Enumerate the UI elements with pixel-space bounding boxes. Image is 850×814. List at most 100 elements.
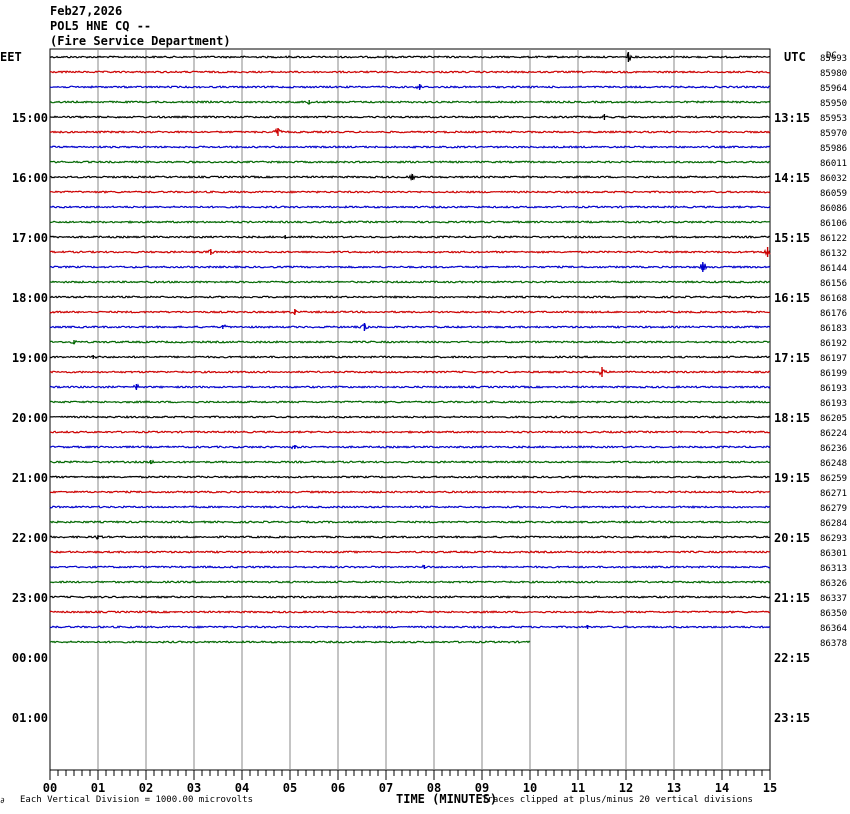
trace-line: [49, 355, 771, 359]
trace-line: [49, 160, 771, 164]
trace-line: [49, 520, 771, 524]
trace-line: [49, 309, 771, 315]
x-tick-label: 03: [187, 781, 201, 795]
row-count-label: 86301: [820, 549, 847, 559]
x-tick-label: 11: [571, 781, 585, 795]
x-tick-label: 00: [43, 781, 57, 795]
x-tick-label: 10: [523, 781, 537, 795]
left-time-label: 18:00: [12, 291, 48, 305]
row-count-label: 86284: [820, 519, 847, 529]
trace-line: [49, 535, 771, 541]
trace-line: [49, 190, 771, 194]
row-count-label: 85964: [820, 84, 847, 94]
row-count-label: 86168: [820, 294, 847, 304]
trace-line: [49, 323, 771, 330]
row-count-label: 86193: [820, 399, 847, 409]
trace-line: [49, 248, 771, 256]
row-count-label: 86144: [820, 264, 847, 274]
trace-line: [49, 52, 771, 61]
trace-line: [50, 550, 771, 554]
left-time-label: 21:00: [12, 471, 48, 485]
row-count-label: 86183: [820, 324, 847, 334]
x-tick-label: 04: [235, 781, 249, 795]
trace-line: [49, 564, 771, 569]
row-count-label: 86236: [820, 444, 847, 454]
x-tick-label: 07: [379, 781, 393, 795]
trace-line: [49, 400, 771, 404]
row-count-label: 85986: [820, 144, 847, 154]
row-count-label: 86326: [820, 579, 847, 589]
trace-line: [49, 173, 771, 182]
row-count-label: 86199: [820, 369, 847, 379]
row-count-label: 86224: [820, 429, 847, 439]
trace-line: [49, 640, 531, 644]
right-time-label: 13:15: [774, 111, 810, 125]
row-count-label: 86259: [820, 474, 847, 484]
right-time-label: 23:15: [774, 711, 810, 725]
footer-scale-note: Each Vertical Division = 1000.00 microvo…: [20, 795, 253, 805]
row-count-label: 86106: [820, 219, 847, 229]
x-tick-label: 09: [475, 781, 489, 795]
x-axis-label: TIME (MINUTES): [396, 792, 497, 806]
left-time-label: 15:00: [12, 111, 48, 125]
row-count-label: 86011: [820, 159, 847, 169]
row-count-label: 86313: [820, 564, 847, 574]
trace-line: [49, 610, 771, 614]
x-tick-label: 12: [619, 781, 633, 795]
trace-line: [49, 295, 771, 299]
trace-line: [49, 383, 771, 390]
row-count-label: 86176: [820, 309, 847, 319]
row-count-label: 85953: [820, 114, 847, 124]
trace-line: [49, 475, 771, 479]
row-count-label: 86086: [820, 204, 847, 214]
left-time-label: 22:00: [12, 531, 48, 545]
trace-line: [49, 595, 771, 599]
trace-line: [50, 445, 771, 450]
trace-line: [49, 369, 771, 376]
trace-line: [49, 490, 771, 494]
row-count-label: 86248: [820, 459, 847, 469]
right-time-label: 17:15: [774, 351, 810, 365]
x-tick-label: 13: [667, 781, 681, 795]
right-time-label: 15:15: [774, 231, 810, 245]
trace-line: [49, 459, 771, 465]
left-time-label: 01:00: [12, 711, 48, 725]
station-label: POL5 HNE CQ --: [50, 19, 152, 33]
row-count-label: 86279: [820, 504, 847, 514]
trace-line: [49, 84, 771, 90]
row-count-label: 86122: [820, 234, 847, 244]
footer-mark: ∂: [0, 796, 5, 805]
row-count-label: 86193: [820, 384, 847, 394]
footer-clip-note: Traces clipped at plus/minus 20 vertical…: [482, 795, 753, 805]
right-time-label: 21:15: [774, 591, 810, 605]
trace-line: [50, 280, 771, 284]
trace-line: [49, 235, 771, 239]
right-time-label: 22:15: [774, 651, 810, 665]
left-time-label: 19:00: [12, 351, 48, 365]
trace-line: [49, 100, 771, 105]
trace-line: [49, 415, 771, 419]
row-count-label: 85950: [820, 99, 847, 109]
corner-label: DC: [826, 51, 837, 61]
row-count-label: 86132: [820, 249, 847, 259]
trace-line: [50, 115, 771, 119]
right-time-label: 19:15: [774, 471, 810, 485]
row-count-label: 86156: [820, 279, 847, 289]
plot-frame: [49, 48, 771, 771]
trace-line: [49, 145, 771, 149]
x-tick-label: 14: [715, 781, 729, 795]
right-time-label: 16:15: [774, 291, 810, 305]
right-time-label: 20:15: [774, 531, 810, 545]
left-time-label: 00:00: [12, 651, 48, 665]
trace-line: [49, 624, 771, 629]
left-axis-label: EET: [0, 50, 22, 64]
row-count-label: 86350: [820, 609, 847, 619]
x-tick-label: 15: [763, 781, 777, 795]
row-count-label: 86192: [820, 339, 847, 349]
trace-line: [49, 205, 771, 209]
row-count-label: 86271: [820, 489, 847, 499]
trace-line: [49, 70, 771, 74]
right-axis-label: UTC: [784, 50, 806, 64]
x-tick-label: 01: [91, 781, 105, 795]
left-time-label: 23:00: [12, 591, 48, 605]
